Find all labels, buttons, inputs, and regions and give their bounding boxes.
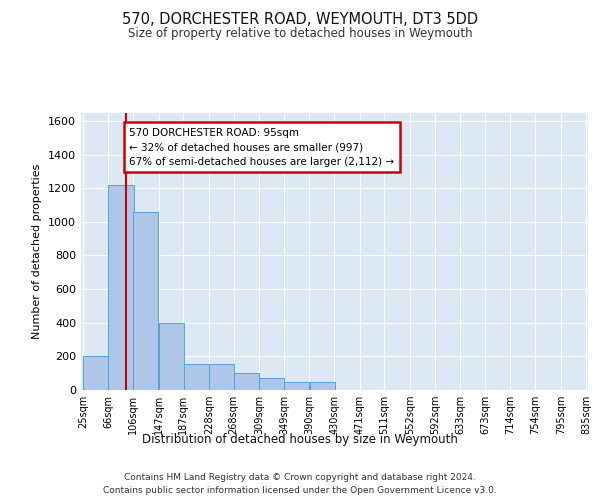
Bar (184, 364, 209, 390)
Bar (83, 356, 108, 390)
Text: Contains public sector information licensed under the Open Government Licence v3: Contains public sector information licen… (103, 486, 497, 495)
Bar (284, 382, 309, 390)
Text: 570 DORCHESTER ROAD: 95sqm
← 32% of detached houses are smaller (997)
67% of sem: 570 DORCHESTER ROAD: 95sqm ← 32% of deta… (130, 128, 395, 167)
Bar (209, 364, 234, 390)
Text: Distribution of detached houses by size in Weymouth: Distribution of detached houses by size … (142, 432, 458, 446)
Text: Contains HM Land Registry data © Crown copyright and database right 2024.: Contains HM Land Registry data © Crown c… (124, 472, 476, 482)
Bar (310, 382, 335, 390)
Bar (234, 373, 259, 390)
Y-axis label: Number of detached properties: Number of detached properties (32, 164, 43, 339)
Bar (159, 322, 184, 390)
Bar (259, 378, 284, 390)
Text: Size of property relative to detached houses in Weymouth: Size of property relative to detached ho… (128, 28, 472, 40)
Bar (109, 185, 134, 390)
Bar (133, 212, 158, 390)
Text: 570, DORCHESTER ROAD, WEYMOUTH, DT3 5DD: 570, DORCHESTER ROAD, WEYMOUTH, DT3 5DD (122, 12, 478, 28)
